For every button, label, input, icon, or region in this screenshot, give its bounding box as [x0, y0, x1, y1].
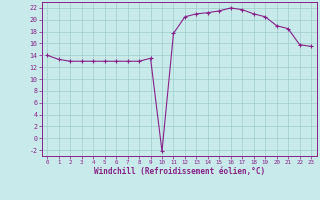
X-axis label: Windchill (Refroidissement éolien,°C): Windchill (Refroidissement éolien,°C) — [94, 167, 265, 176]
